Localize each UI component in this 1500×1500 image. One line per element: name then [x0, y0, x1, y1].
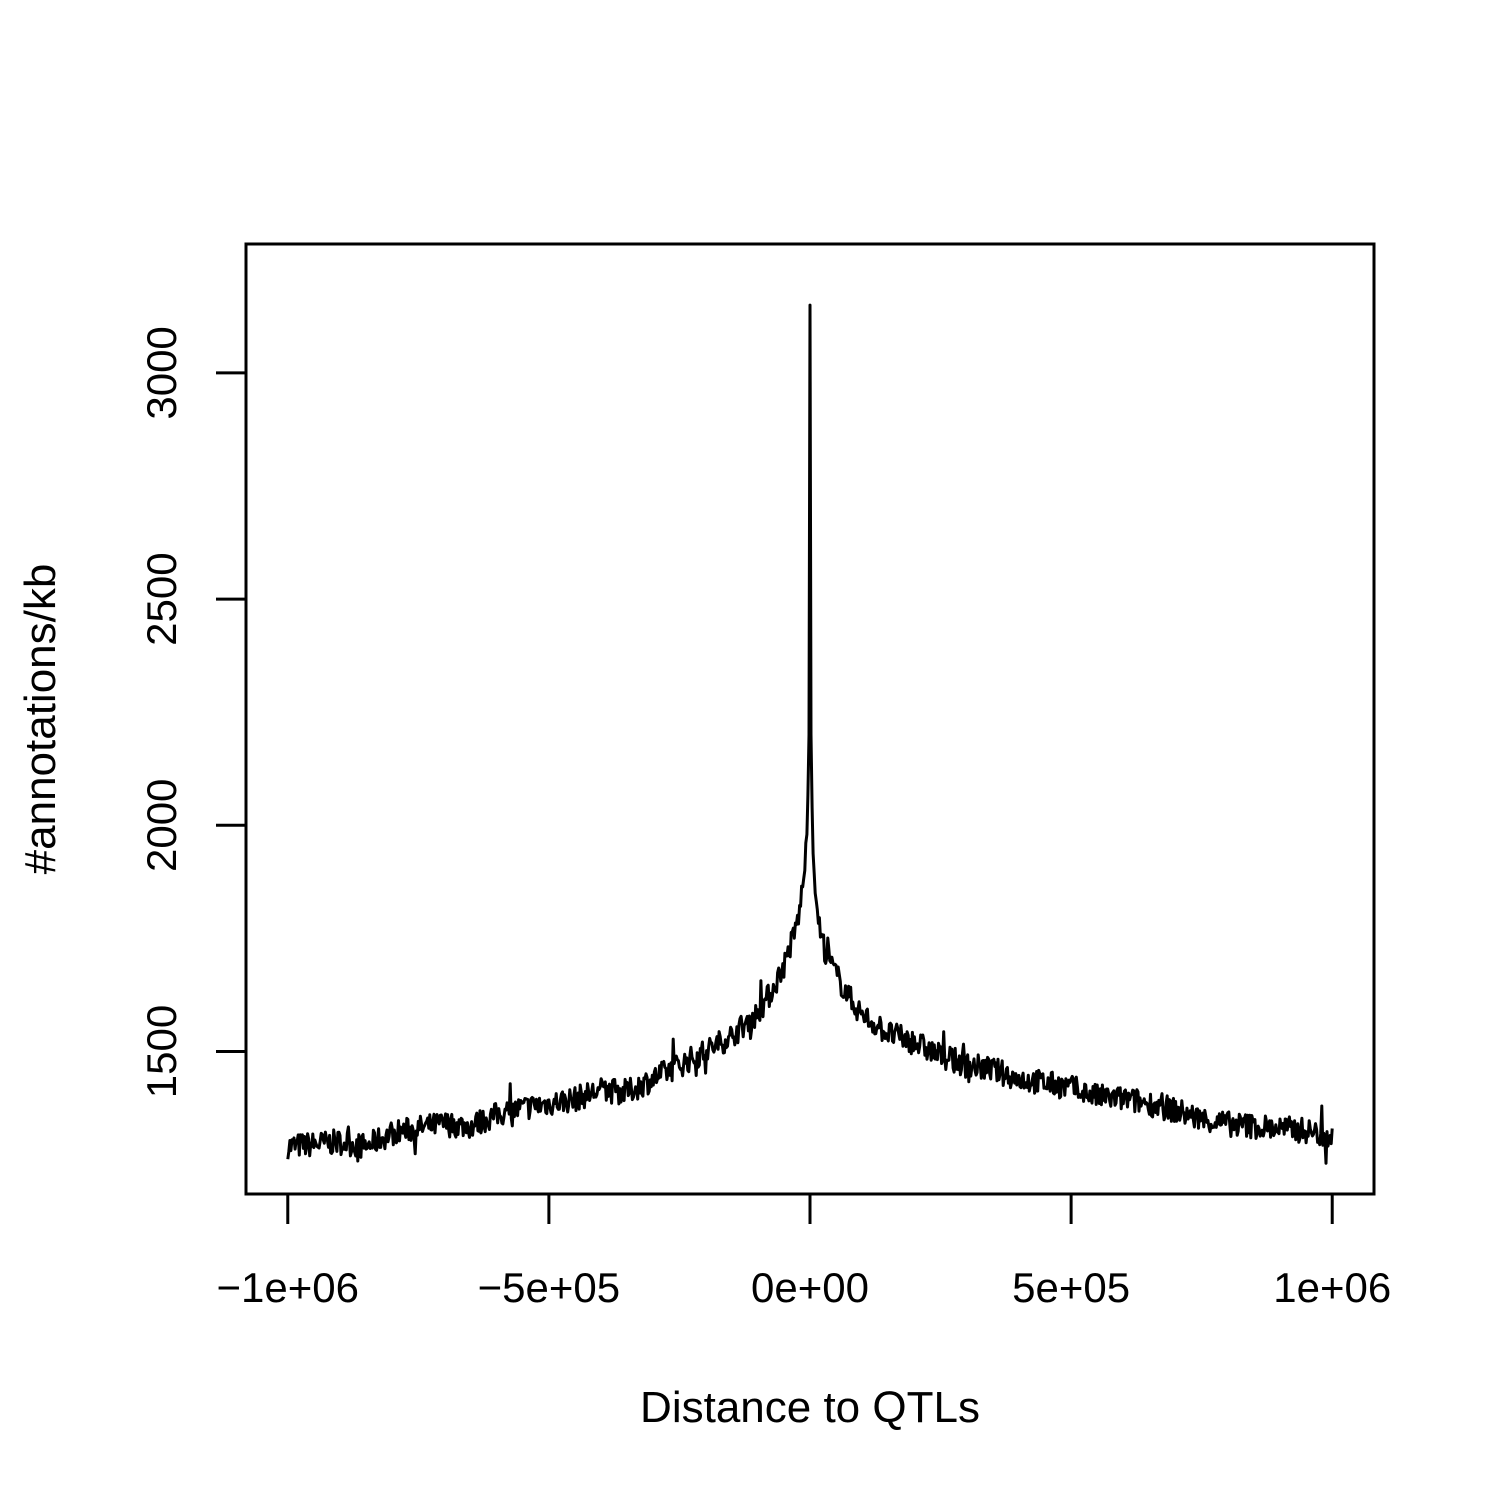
y-axis: 1500 2000 2500 3000: [138, 326, 248, 1098]
x-tick-label: 1e+06: [1273, 1264, 1391, 1311]
x-axis-title: Distance to QTLs: [640, 1383, 980, 1432]
y-tick-label: 2500: [138, 552, 185, 645]
x-tick-label: −1e+06: [217, 1264, 360, 1311]
y-tick-label: 2000: [138, 779, 185, 872]
x-tick-label: −5e+05: [478, 1264, 621, 1311]
y-tick-label: 1500: [138, 1005, 185, 1098]
y-tick-label: 3000: [138, 326, 185, 419]
x-axis: −1e+06 −5e+05 0e+00 5e+05 1e+06: [217, 1192, 1391, 1311]
y-axis-title: #annotations/kb: [16, 564, 65, 875]
series-layer: [286, 303, 1334, 1165]
series-line-0: [286, 303, 1334, 1165]
x-tick-label: 5e+05: [1012, 1264, 1130, 1311]
x-tick-label: 0e+00: [751, 1264, 869, 1311]
